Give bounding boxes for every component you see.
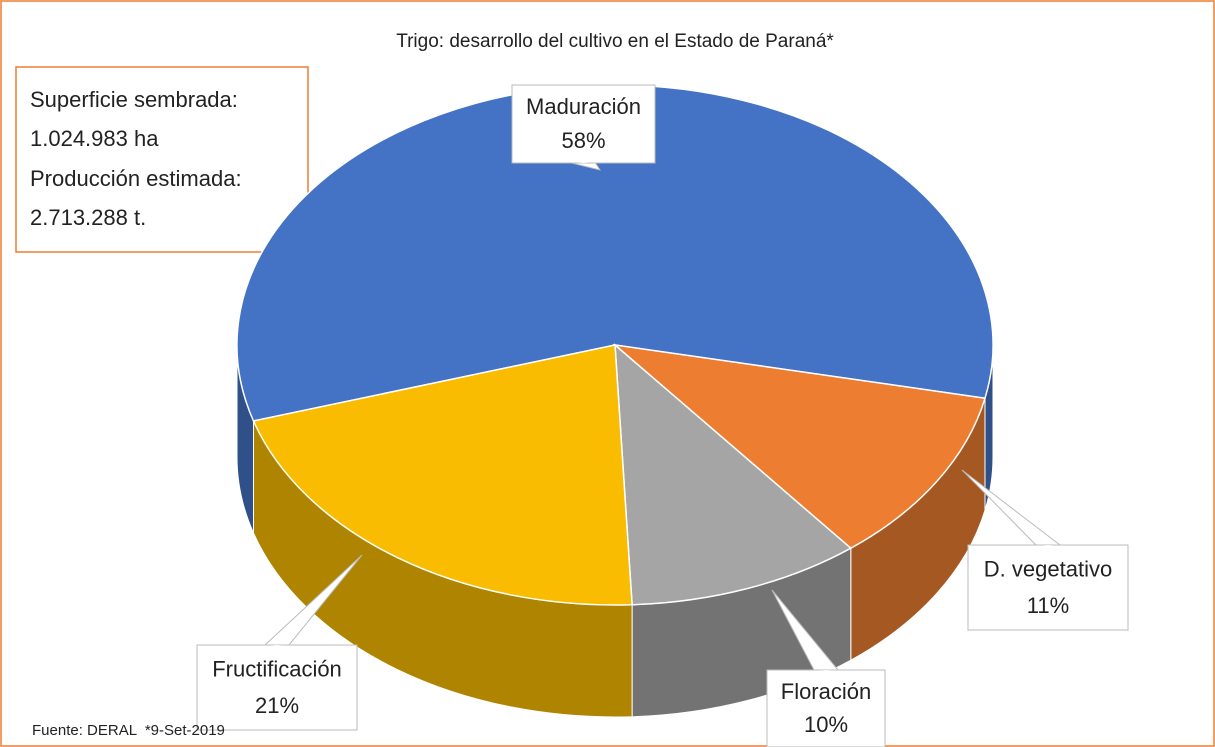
- value-label: 21%: [255, 693, 299, 718]
- callout-box: [967, 544, 1129, 631]
- callout-box: [196, 644, 358, 731]
- callout-box: [766, 669, 886, 747]
- info-line: Superficie sembrada:: [30, 87, 238, 112]
- callout-seam: [815, 670, 837, 671]
- info-line: Producción estimada:: [30, 166, 242, 191]
- info-line: 2.713.288 t.: [30, 205, 146, 230]
- chart-title: Trigo: desarrollo del cultivo en el Esta…: [396, 31, 834, 52]
- callout-seam: [572, 162, 595, 163]
- callout-box: [511, 84, 656, 164]
- callout-seam: [1037, 545, 1059, 546]
- slice: [612, 343, 986, 550]
- slice: [252, 344, 633, 606]
- callout-seam: [266, 645, 288, 646]
- slice: [614, 343, 853, 606]
- value-label: 11%: [1027, 593, 1069, 618]
- labels: Maduración 58% D. vegetativo 11% Floración 10…: [196, 84, 1129, 747]
- value-label: 58%: [561, 128, 605, 153]
- info-box: [15, 66, 309, 253]
- source-note: Fuente: DERAL *9-Set-2019: [32, 722, 225, 739]
- info-line: 1.024.983 ha: [30, 126, 159, 151]
- slice-label: Fructificación: [212, 656, 342, 681]
- slice-label: Floración: [781, 679, 871, 704]
- slice-label: D. vegetativo: [984, 556, 1112, 581]
- slice-label: Maduración: [526, 94, 641, 119]
- pie: [236, 84, 994, 718]
- value-label: 10%: [804, 712, 848, 737]
